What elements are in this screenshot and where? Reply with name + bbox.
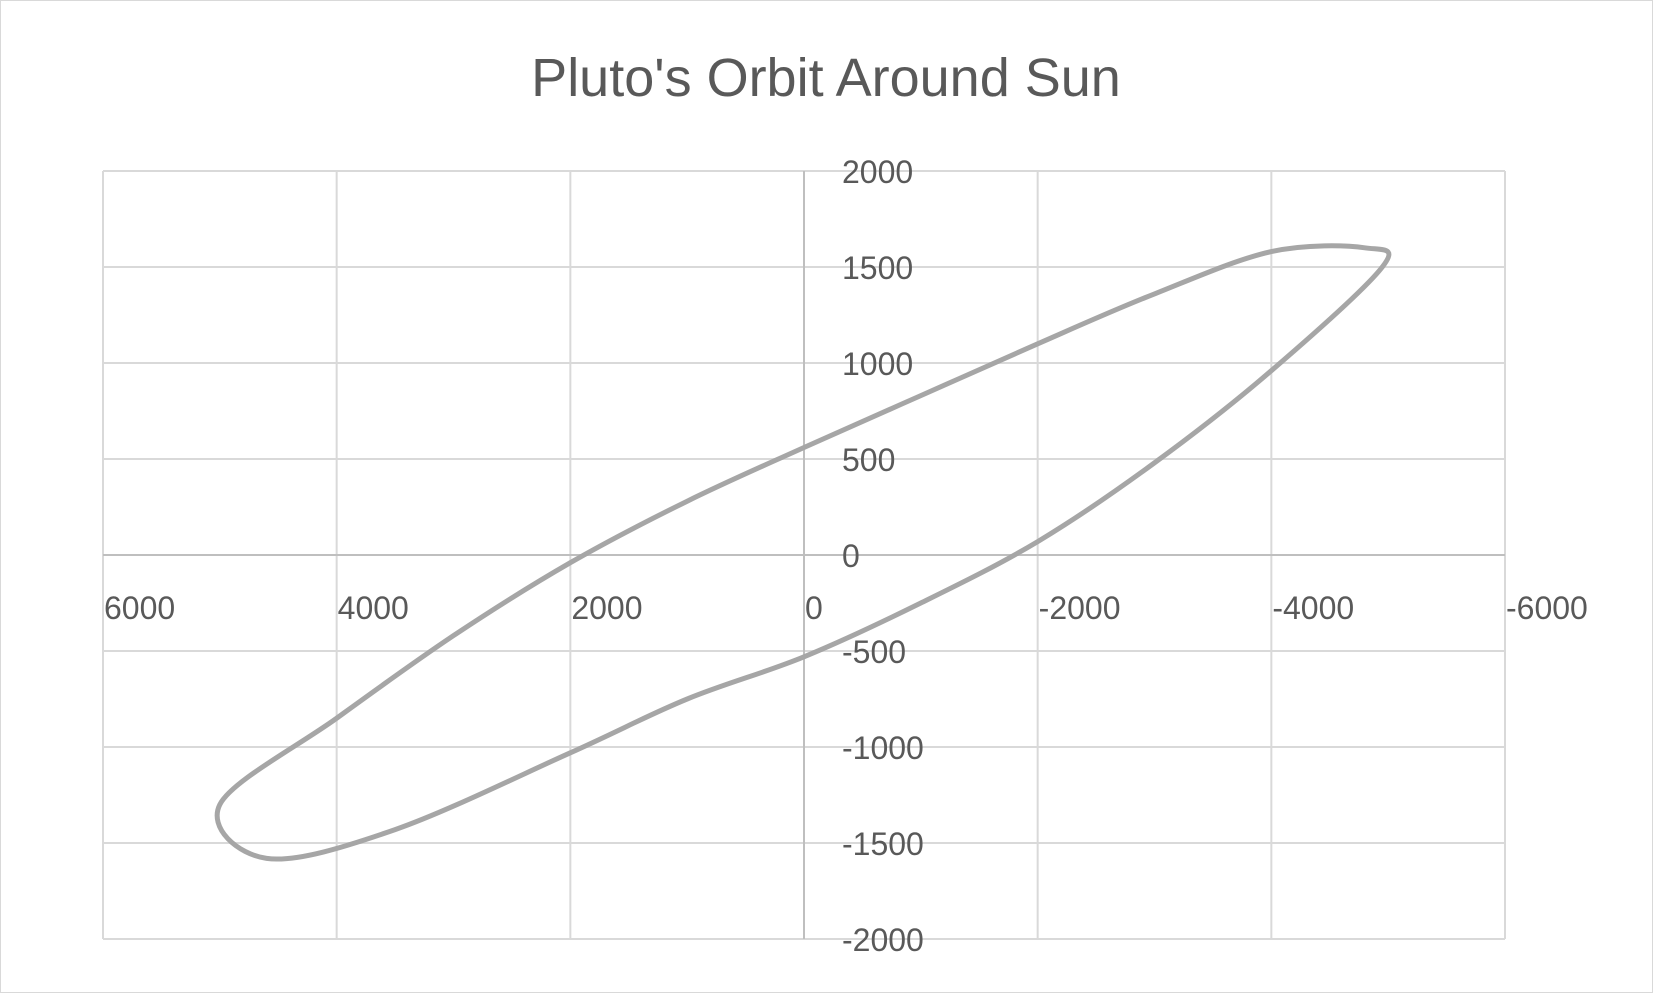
y-tick-label: -1500: [842, 826, 924, 862]
axes: [103, 171, 1505, 939]
y-tick-label: -2000: [842, 922, 924, 958]
series-group: [214, 243, 1392, 862]
orbit-line-0: [214, 243, 1392, 862]
x-tick-label: 2000: [571, 590, 642, 626]
y-tick-label: -1000: [842, 730, 924, 766]
y-tick-label: 2000: [842, 154, 913, 190]
x-tick-label: 6000: [104, 590, 175, 626]
x-tick-labels: 6000 4000 2000 0 -2000 -4000 -6000: [104, 590, 1588, 626]
x-tick-label: 4000: [338, 590, 409, 626]
y-tick-label: -500: [842, 634, 906, 670]
y-tick-labels: 2000 1500 1000 500 0 -500 -1000 -1500 -2000: [842, 154, 924, 958]
x-tick-label: -2000: [1039, 590, 1121, 626]
x-tick-label: 0: [805, 590, 823, 626]
y-tick-label: 500: [842, 442, 895, 478]
chart-title: Pluto's Orbit Around Sun: [531, 48, 1121, 108]
x-tick-label: -4000: [1272, 590, 1354, 626]
y-tick-label: 1500: [842, 250, 913, 286]
x-tick-label: -6000: [1506, 590, 1588, 626]
y-tick-label: 1000: [842, 346, 913, 382]
y-tick-label: 0: [842, 538, 860, 574]
